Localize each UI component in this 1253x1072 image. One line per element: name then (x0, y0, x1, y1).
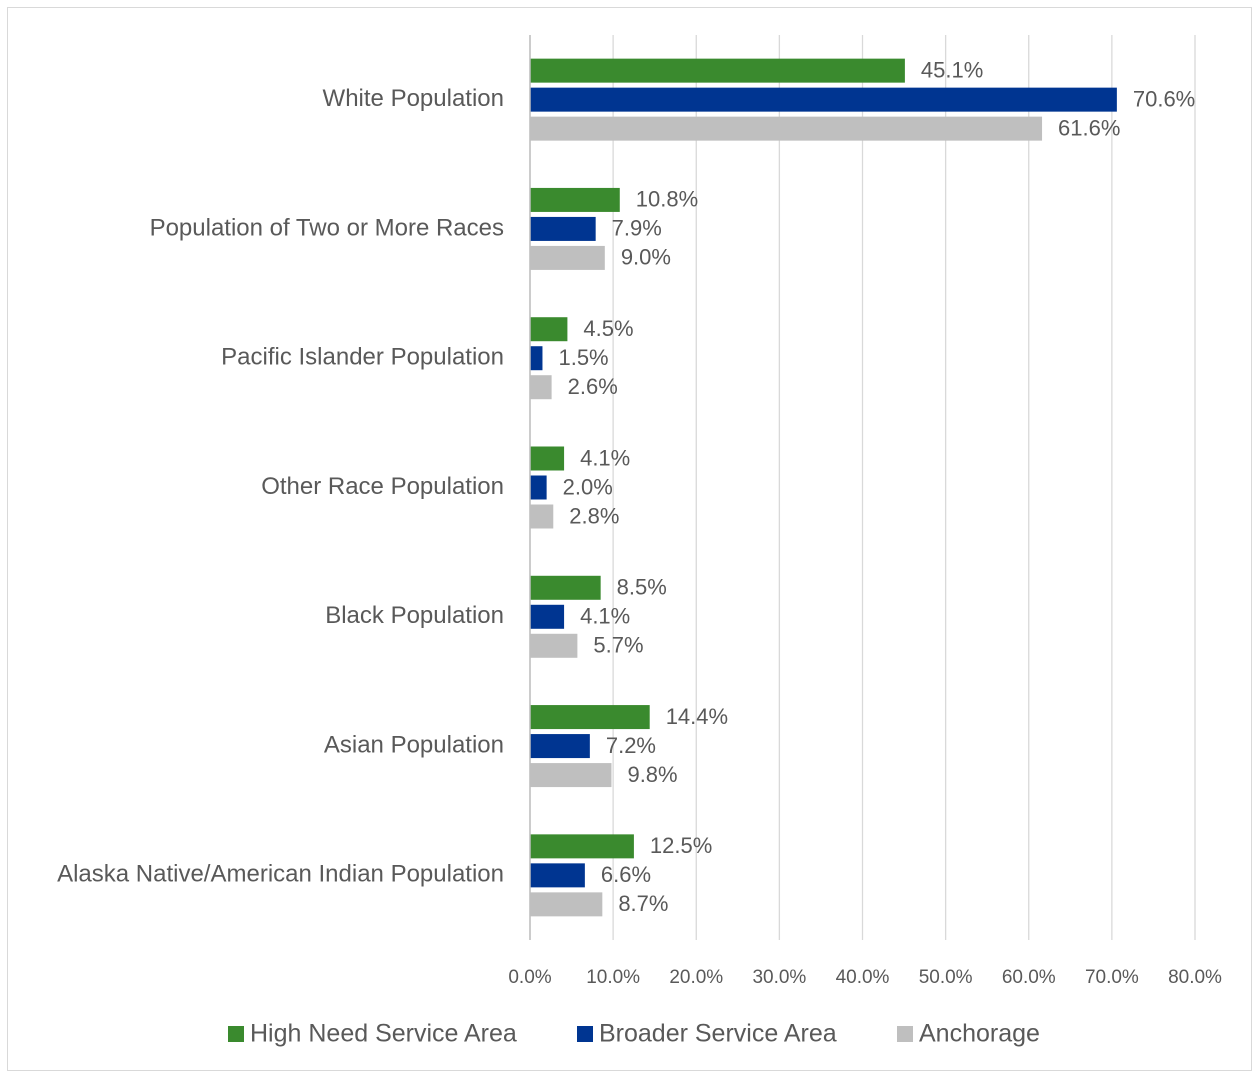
value-label: 1.5% (558, 345, 608, 370)
bar (530, 116, 1043, 141)
x-tick-label: 60.0% (1002, 967, 1056, 988)
value-label: 12.5% (650, 833, 712, 858)
category-label: Other Race Population (261, 473, 504, 500)
value-label: 7.9% (612, 216, 662, 241)
x-tick-label: 10.0% (586, 967, 640, 988)
value-label: 8.5% (617, 575, 667, 600)
value-label: 9.0% (621, 245, 671, 270)
bar (530, 892, 603, 917)
bar (530, 245, 605, 270)
bar (530, 734, 590, 759)
bar (530, 604, 565, 629)
bar (530, 575, 601, 600)
bar (530, 446, 565, 471)
bar (530, 705, 650, 730)
bar (530, 834, 634, 859)
value-label: 10.8% (636, 187, 698, 212)
category-label: Black Population (325, 602, 504, 629)
legend-label: Broader Service Area (599, 1020, 837, 1048)
value-label: 2.8% (569, 503, 619, 528)
category-label: Alaska Native/American Indian Population (57, 861, 504, 888)
value-label: 9.8% (627, 762, 677, 787)
chart-border (7, 7, 1252, 1071)
value-label: 5.7% (593, 633, 643, 658)
legend-swatch (228, 1026, 244, 1042)
bar (530, 87, 1117, 112)
bar (530, 504, 554, 529)
x-tick-label: 20.0% (669, 967, 723, 988)
bar (530, 763, 612, 788)
bar (530, 633, 578, 658)
legend-label: Anchorage (919, 1020, 1040, 1048)
legend-swatch (577, 1026, 593, 1042)
bar (530, 58, 905, 83)
value-label: 45.1% (921, 57, 983, 82)
x-tick-label: 50.0% (919, 967, 973, 988)
value-label: 6.6% (601, 862, 651, 887)
value-label: 4.5% (583, 316, 633, 341)
value-label: 7.2% (606, 733, 656, 758)
bar (530, 863, 585, 888)
value-label: 70.6% (1133, 86, 1195, 111)
value-label: 2.6% (568, 374, 618, 399)
legend-swatch (897, 1026, 913, 1042)
value-label: 14.4% (666, 704, 728, 729)
value-label: 8.7% (618, 891, 668, 916)
x-tick-label: 0.0% (508, 967, 551, 988)
x-tick-label: 80.0% (1168, 967, 1222, 988)
value-label: 4.1% (580, 445, 630, 470)
category-label: White Population (323, 85, 504, 112)
bar (530, 346, 543, 371)
x-tick-label: 70.0% (1085, 967, 1139, 988)
value-label: 2.0% (563, 474, 613, 499)
bar (530, 317, 568, 342)
value-label: 61.6% (1058, 115, 1120, 140)
x-tick-label: 30.0% (752, 967, 806, 988)
value-label: 4.1% (580, 604, 630, 629)
legend-label: High Need Service Area (250, 1020, 517, 1048)
category-label: Pacific Islander Population (221, 344, 504, 371)
category-label: Asian Population (324, 731, 504, 758)
bar (530, 475, 547, 500)
category-label: Population of Two or More Races (150, 214, 504, 241)
bar (530, 375, 552, 400)
bar (530, 187, 620, 212)
bar (530, 216, 596, 241)
x-tick-label: 40.0% (836, 967, 890, 988)
